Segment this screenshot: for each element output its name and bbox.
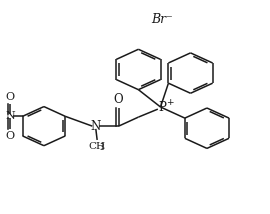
Text: N: N (91, 120, 101, 133)
Text: O: O (6, 131, 15, 141)
Text: P: P (159, 101, 167, 113)
Text: O: O (6, 92, 15, 102)
Text: +: + (166, 98, 173, 107)
Text: Br⁻: Br⁻ (151, 13, 173, 26)
Text: N: N (6, 111, 15, 121)
Text: 3: 3 (100, 143, 105, 152)
Text: CH: CH (88, 142, 105, 151)
Text: O: O (114, 93, 123, 106)
